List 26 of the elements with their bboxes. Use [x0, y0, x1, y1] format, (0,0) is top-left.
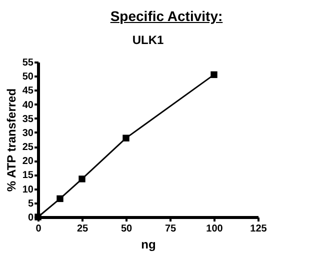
point — [210, 71, 218, 78]
x-axis-title: ng — [141, 238, 156, 252]
x-tick-label: 25 — [76, 224, 88, 234]
x-tick-label: 75 — [164, 224, 176, 234]
y-axis-title: % ATP transferred — [4, 88, 18, 192]
point — [78, 176, 86, 182]
y-tick-label: 50 — [22, 72, 34, 83]
x-tick-label: 100 — [206, 224, 224, 234]
y-tick-label: 40 — [22, 100, 34, 111]
x-tick-label: 125 — [250, 224, 268, 234]
y-tick-label: 5 — [28, 198, 34, 210]
y-tick-label: 10 — [22, 184, 34, 196]
y-tick-label: 45 — [22, 86, 34, 97]
point — [56, 195, 64, 202]
point — [122, 134, 130, 142]
y-tick-label: 20 — [22, 156, 34, 168]
y-tick-label: 25 — [22, 142, 34, 154]
y-tick-label: 35 — [22, 114, 34, 125]
y-tick-label: 55 — [22, 58, 34, 68]
chart-title: Specific Activity: — [109, 7, 224, 26]
y-tick-label: 30 — [22, 128, 34, 139]
x-tick-label: 0 — [36, 224, 42, 234]
y-tick-label: 0 — [28, 212, 34, 224]
y-tick-label: 15 — [22, 170, 34, 182]
x-tick-label: 50 — [120, 224, 132, 234]
chart-subtitle: ULK1 — [132, 33, 164, 47]
